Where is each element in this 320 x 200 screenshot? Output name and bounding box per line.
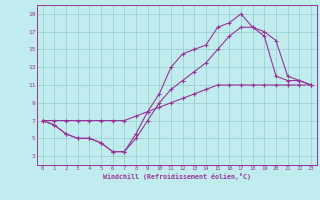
X-axis label: Windchill (Refroidissement éolien,°C): Windchill (Refroidissement éolien,°C) <box>103 173 251 180</box>
